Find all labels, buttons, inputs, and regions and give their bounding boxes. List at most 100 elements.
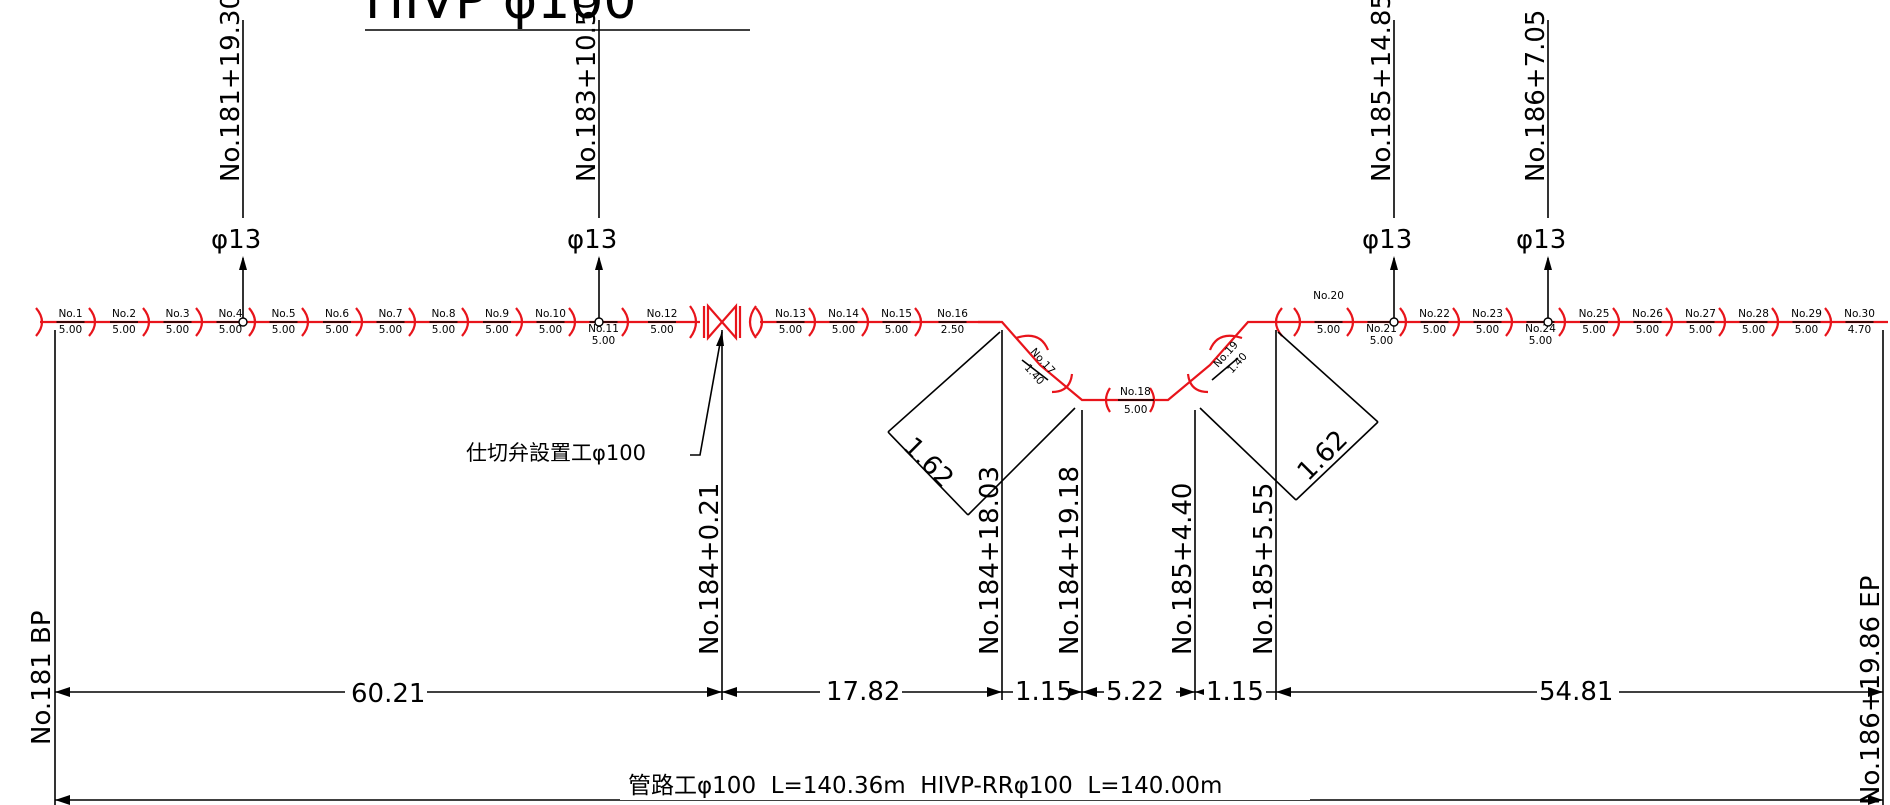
pipe-joint [1665,307,1674,337]
pipe-joint [1771,307,1780,337]
pipe-label: No.12 [647,308,678,320]
pipe-joint [914,307,923,337]
branch-diameter: φ13 [1362,225,1412,255]
branch-tap [1389,317,1399,327]
pipe-length: 5.00 [1689,324,1712,336]
incline-label-right: 1.62 [1292,425,1354,487]
pipe-label-no19-rule [1211,357,1239,381]
pipe-label: No.25 [1579,308,1610,320]
station-label-3: No.184+19.18 [1055,466,1085,655]
pipe-length: 5.00 [485,324,508,336]
branch-diameter: φ13 [211,225,261,255]
pipe-label: No.9 [485,308,509,320]
branch-tap [1543,317,1553,327]
dimension-1-15-left: 1.15 [1015,677,1073,707]
pipe-length: 5.00 [112,324,135,336]
valve-leader: 仕切弁設置工φ100 [466,331,724,465]
pipe-joint [1558,307,1567,337]
dimension-1-15-right: 1.15 [1206,677,1264,707]
station-lines [54,330,1884,805]
pipe-label: No.3 [165,308,189,320]
pipe-label: No.11 [588,323,619,335]
pipe-joint [248,307,257,337]
pipe-length: 5.00 [832,324,855,336]
dip-fittings [1015,307,1283,413]
pipe-joint [568,307,577,337]
pipe-label: No.29 [1791,308,1822,320]
pipe-length: 5.00 [166,324,189,336]
branch-station-label: No.186+7.05 [1521,10,1551,182]
pipe-length: 5.00 [779,324,802,336]
pipe-joint [1293,307,1302,337]
branch-station-label: No.181+19.30 [216,0,246,182]
incline-label-left: 1.62 [897,432,959,494]
pipe-label-no17-rule [1021,359,1049,381]
pipe-joint [408,307,417,337]
pipe-label: No.30 [1844,308,1875,320]
pipe-joint [621,307,630,337]
gate-valve-icon [689,303,757,341]
branch-diameter: φ13 [567,225,617,255]
pipe-label: No.8 [431,308,455,320]
start-station-label: No.181 BP [27,610,57,745]
pipe-joint [355,307,364,337]
pipe-joint [88,307,97,337]
pipe-length: 5.00 [432,324,455,336]
pipe-length: 5.00 [272,324,295,336]
station-label-2: No.184+18.03 [975,466,1005,655]
pipe-joint [1824,307,1833,337]
pipe-joint [1452,307,1461,337]
pipe-label: No.10 [535,308,566,320]
pipe-label: No.20 [1313,290,1344,302]
station-label-4: No.185+4.40 [1168,483,1198,655]
total-length: 管路工φ100 L=140.36m HIVP-RRφ100 L=140.00m [55,770,1883,805]
pipe-length: 5.00 [379,324,402,336]
pipe-length: 5.00 [592,335,615,347]
pipe-joint [1505,307,1514,337]
branch-arrow [595,256,603,270]
pipe-joint [461,307,470,337]
pipe-joint [1346,307,1355,337]
valve-label: 仕切弁設置工φ100 [466,441,646,465]
pipe-joint [861,307,870,337]
pipe-length: 5.00 [1795,324,1818,336]
pipe-label: No.26 [1632,308,1663,320]
pipe-joint [1399,307,1408,337]
pipe-label: No.16 [937,308,968,320]
pipe-label: No.1 [58,308,82,320]
pipe-joint [1612,307,1621,337]
pipe-length: 5.00 [1636,324,1659,336]
pipe-length: 5.00 [885,324,908,336]
branch-arrow [239,256,247,270]
pipe-label: No.23 [1472,308,1503,320]
station-label-1: No.184+0.21 [695,483,725,655]
pipe-label: No.13 [775,308,806,320]
pipe-length: 5.00 [1582,324,1605,336]
pipe-length: 5.00 [650,324,673,336]
pipe-length: 5.00 [1529,335,1552,347]
pipe-joint [1718,307,1727,337]
pipe-length: 5.00 [539,324,562,336]
branch-tap [238,317,248,327]
pipe-label: No.15 [881,308,912,320]
pipe-length: 5.00 [1742,324,1765,336]
pipe-joint [142,307,151,337]
pipe-length: 5.00 [1317,324,1340,336]
pipe-joint [808,307,817,337]
pipe-label: No.4 [218,308,242,320]
dimension-60-21: 60.21 [351,679,425,709]
pipe-label: No.21 [1366,323,1397,335]
pipe-label-no18: No.18 [1120,386,1151,398]
branch-arrow [1544,256,1552,270]
pipe-joints: No.1 5.00 No.2 5.00 No.3 5.00 No.4 5.00 No.5 5.00… [35,290,1875,347]
pipe-length: 2.50 [941,324,964,336]
dimension-17-82: 17.82 [826,677,900,707]
station-labels: No.184+0.21 No.184+18.03 No.184+19.18 No… [27,466,1886,805]
pipe-length-no18: 5.00 [1124,404,1147,416]
pipe-label: No.22 [1419,308,1450,320]
pipe-label: No.28 [1738,308,1769,320]
summary-label: 管路工φ100 L=140.36m HIVP-RRφ100 L=140.00m [628,773,1222,799]
pipe-label: No.6 [325,308,349,320]
branch-diameter: φ13 [1516,225,1566,255]
